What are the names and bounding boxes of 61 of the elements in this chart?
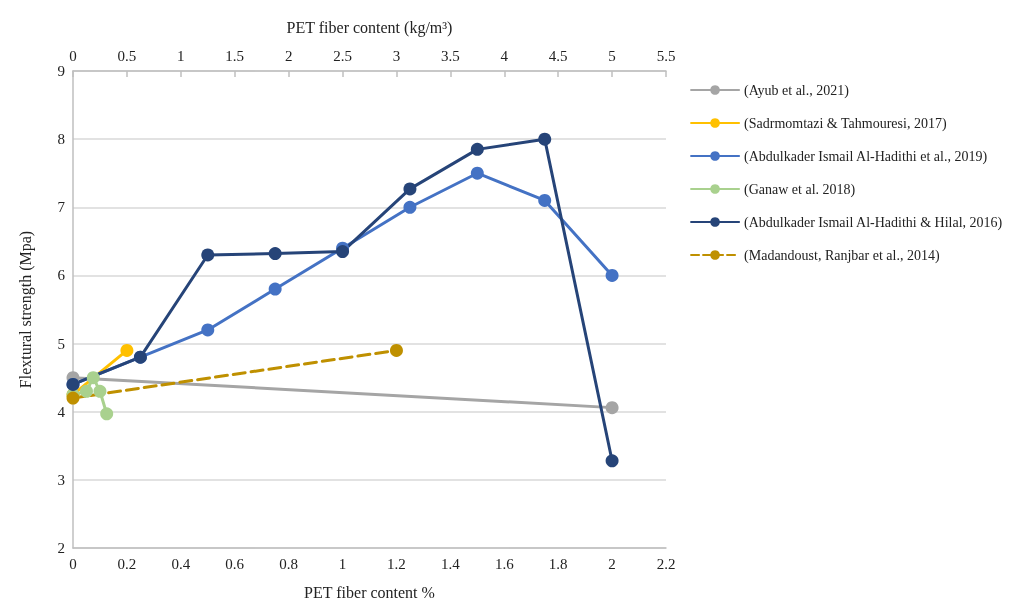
x-tick-label: 2 — [608, 555, 616, 572]
point — [538, 132, 552, 146]
x2-axis-title: PET fiber content (kg/m³) — [286, 18, 453, 37]
x-tick-label: 1.2 — [387, 555, 406, 572]
point — [403, 182, 417, 196]
point — [336, 245, 350, 259]
y-axis-title: Flextural strength (Mpa) — [16, 230, 35, 389]
point — [100, 407, 114, 421]
legend-label: (Ganaw et al. 2018) — [744, 181, 856, 198]
x-tick-label: 1.8 — [548, 555, 568, 572]
legend-label: (Sadrmomtazi & Tahmouresi, 2017) — [744, 115, 947, 132]
x-axis-title: PET fiber content % — [304, 583, 435, 601]
x2-tick-label: 3.5 — [440, 47, 460, 64]
y-tick-label: 3 — [57, 471, 65, 488]
x2-tick-label: 5.5 — [656, 47, 676, 64]
point — [268, 247, 282, 261]
x2-tick-label: 4.5 — [548, 47, 568, 64]
y-tick-label: 5 — [57, 335, 65, 352]
point — [403, 200, 417, 214]
point — [605, 454, 619, 468]
point — [93, 384, 107, 398]
x2-tick-label: 2.5 — [333, 47, 352, 64]
y-tick-label: 4 — [57, 403, 66, 420]
x2-tick-label: 2 — [284, 47, 293, 64]
y-tick-label: 9 — [57, 63, 65, 79]
x-tick-label: 0.2 — [117, 555, 137, 572]
point — [268, 282, 282, 296]
point — [201, 323, 215, 337]
point — [538, 193, 552, 207]
x2-tick-label: 0.5 — [117, 47, 137, 64]
point — [605, 401, 619, 415]
legend-label: (Abdulkader Ismail Al-Hadithi & Hilal, 2016) — [744, 214, 1003, 231]
point — [120, 343, 134, 357]
x2-tick-label: 1 — [177, 47, 185, 64]
legend-label: (Ayub et al., 2021) — [744, 82, 850, 99]
x-tick-label: 2.2 — [656, 555, 676, 572]
x-tick-label: 0.6 — [225, 555, 245, 572]
x2-tick-label: 1.5 — [225, 47, 245, 64]
point — [470, 166, 484, 180]
point — [605, 268, 619, 282]
x-tick-label: 1.6 — [494, 555, 515, 572]
x2-tick-label: 4 — [500, 47, 509, 64]
legend-label: (Abdulkader Ismail Al-Hadithi et al., 2019) — [744, 148, 988, 165]
x-tick-label: 0 — [69, 555, 77, 572]
legend-label: (Madandoust, Ranjbar et al., 2014) — [744, 247, 940, 264]
point — [79, 384, 93, 398]
x2-tick-label: 3 — [392, 47, 401, 64]
x-tick-label: 0.8 — [279, 555, 299, 572]
x2-tick-label: 0 — [69, 47, 77, 64]
point — [201, 248, 215, 262]
y-tick-label: 6 — [57, 267, 66, 284]
x2-tick-label: 5 — [608, 47, 616, 64]
y-tick-label: 2 — [57, 540, 65, 556]
point — [389, 343, 403, 357]
point — [86, 371, 100, 385]
y-tick-label: 8 — [57, 131, 65, 148]
x-tick-label: 1 — [338, 555, 347, 572]
y-tick-label: 7 — [57, 199, 66, 216]
x-tick-label: 1.4 — [440, 555, 461, 572]
x-tick-label: 0.4 — [171, 555, 191, 572]
point — [470, 142, 484, 156]
